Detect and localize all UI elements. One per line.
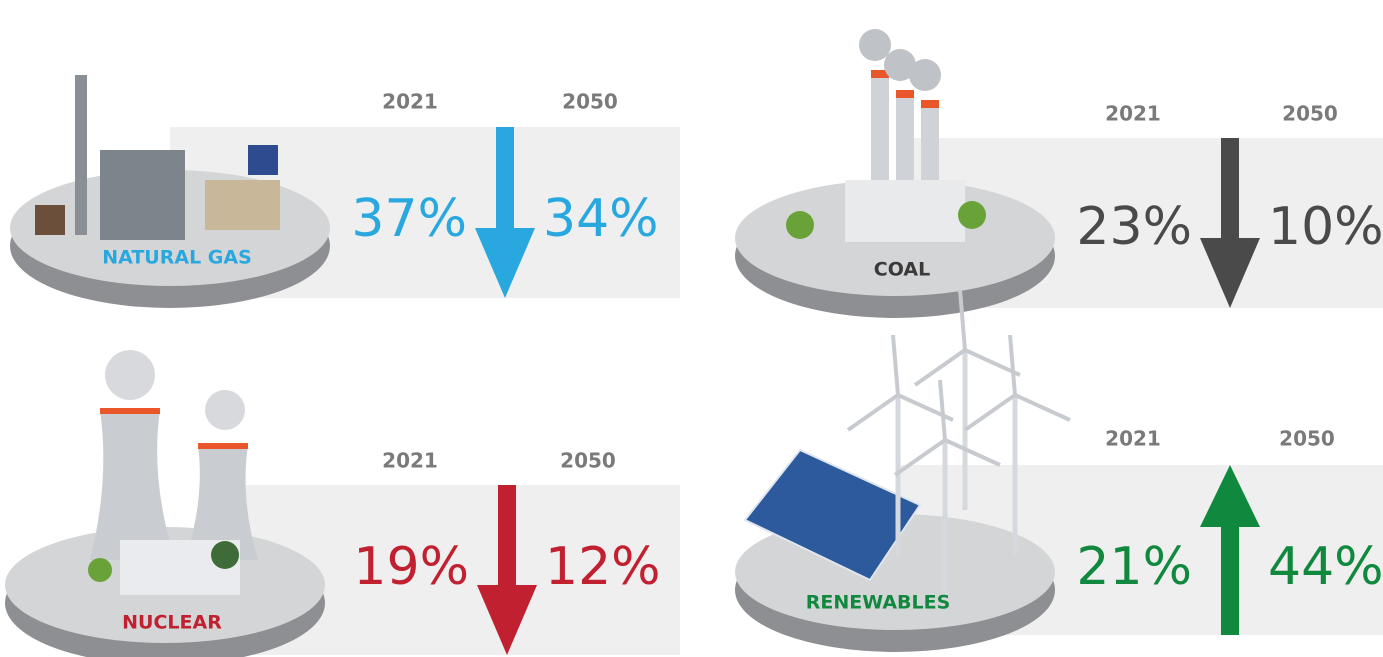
tower-rim [100,408,160,414]
value-to: 44% [1268,537,1383,597]
infographic: NATURAL GAS 2021 2050 37% 34% COAL 2021 2050 23%… [0,0,1383,657]
factory [845,180,965,242]
stack-top [921,100,939,108]
label: NATURAL GAS [102,247,252,269]
chimney [75,75,87,235]
smoke [909,59,941,91]
tree [958,201,986,229]
year-to: 2050 [1282,102,1338,126]
energy-panel: RENEWABLES 2021 2050 21% 44% [735,290,1383,652]
year-to: 2050 [562,90,618,114]
cooler [248,145,278,175]
energy-panel: COAL 2021 2050 23% 10% [735,29,1383,318]
label: NUCLEAR [122,612,222,634]
generator [205,180,280,230]
label: COAL [874,259,930,281]
energy-panel: NUCLEAR 2021 2050 19% 12% [5,350,680,657]
cooling-tower [90,410,175,560]
value-from: 37% [351,189,467,249]
year-to: 2050 [1279,427,1335,451]
transformer [35,205,65,235]
tower-rim [198,443,248,449]
value-from: 21% [1076,537,1192,597]
steam [205,390,245,430]
year-from: 2021 [382,449,438,473]
year-from: 2021 [1105,102,1161,126]
value-to: 10% [1268,197,1383,257]
tree [211,541,239,569]
value-from: 19% [353,537,469,597]
stack-top [896,90,914,98]
year-from: 2021 [1105,427,1161,451]
building [100,150,185,240]
year-to: 2050 [560,449,616,473]
smoke [859,29,891,61]
energy-panel: NATURAL GAS 2021 2050 37% 34% [10,75,680,308]
year-from: 2021 [382,90,438,114]
tree [786,211,814,239]
value-to: 12% [545,537,661,597]
value-from: 23% [1076,197,1192,257]
label: RENEWABLES [806,592,951,614]
tree [88,558,112,582]
value-to: 34% [543,189,659,249]
steam [105,350,155,400]
